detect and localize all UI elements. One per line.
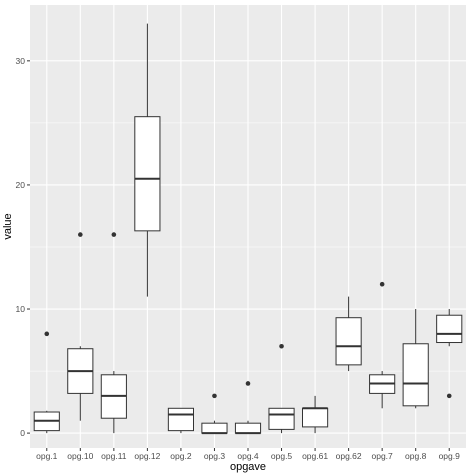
outlier-point: [379, 281, 385, 287]
box-body: [335, 317, 362, 366]
x-tick-label: opg.9: [439, 451, 461, 461]
box-opg.2: [167, 407, 195, 434]
outlier-point: [78, 232, 83, 237]
box-opg.12: [134, 23, 161, 297]
box-series: [33, 23, 463, 435]
x-tick-label: opg.61: [302, 451, 328, 461]
box-body: [302, 407, 329, 428]
y-tick-label: 20: [16, 180, 26, 190]
box-opg.61: [302, 395, 329, 434]
box-opg.7: [369, 281, 396, 409]
box-body: [234, 422, 262, 434]
box-opg.8: [402, 309, 429, 409]
outlier-point: [212, 393, 217, 399]
outlier-point: [111, 232, 117, 237]
y-axis: 0 10 20 30: [16, 56, 30, 438]
outlier-point: [245, 381, 251, 386]
box-body: [201, 422, 228, 434]
x-tick-label: opg.3: [204, 451, 226, 461]
x-tick-label: opg.11: [101, 451, 127, 461]
x-tick-label: opg.8: [405, 451, 427, 461]
y-tick-label: 30: [16, 56, 26, 66]
box-opg.9: [436, 309, 463, 399]
box-opg.4: [234, 381, 262, 435]
x-tick-label: opg.10: [67, 451, 93, 461]
box-body: [167, 407, 195, 432]
y-tick-label: 10: [16, 304, 26, 314]
box-opg.11: [100, 232, 127, 434]
x-tick-label: opg.4: [237, 451, 259, 461]
outlier-point: [446, 393, 452, 399]
box-body: [268, 407, 295, 430]
x-tick-label: opg.12: [134, 451, 160, 461]
box-body: [436, 314, 463, 344]
x-tick-label: opg.5: [271, 451, 293, 461]
box-body: [402, 343, 429, 407]
x-axis: opg.1 opg.10 opg.11 opg.12 opg.2 opg.3 opg.4 op…: [36, 448, 460, 461]
box-opg.10: [67, 232, 94, 421]
box-opg.62: [335, 296, 362, 372]
box-opg.3: [201, 393, 228, 435]
outlier-point: [44, 331, 50, 337]
outlier-point: [279, 343, 284, 349]
y-tick-label: 0: [20, 428, 25, 438]
box-opg.1: [33, 331, 60, 434]
x-tick-label: opg.2: [170, 451, 192, 461]
x-tick-label: opg.62: [336, 451, 362, 461]
x-axis-title: opgave: [230, 461, 266, 473]
y-axis-title: value: [2, 213, 14, 239]
box-opg.5: [268, 343, 295, 434]
box-body: [134, 116, 161, 232]
x-tick-label: opg.7: [372, 451, 394, 461]
x-tick-label: opg.1: [36, 451, 58, 461]
